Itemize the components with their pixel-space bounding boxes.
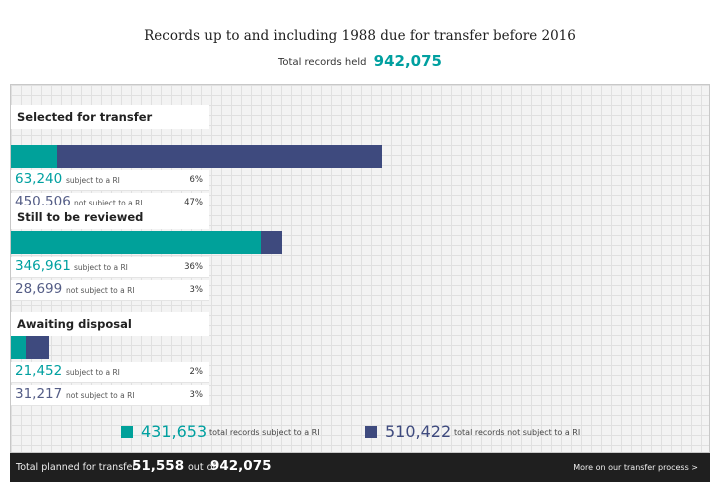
bar-segment-not-subject <box>26 336 49 359</box>
percent-subject: 6% <box>189 175 204 185</box>
row-not-subject: 28,699 not subject to a RI 3% <box>11 280 209 301</box>
percent-not-subject: 3% <box>189 390 204 400</box>
label-not-subject: not subject to a RI <box>66 286 135 295</box>
legend-subject-total: 431,653 <box>141 422 208 441</box>
section-title: Selected for transfer <box>11 105 209 129</box>
bar-segment-not-subject <box>56 145 382 168</box>
label-not-subject: not subject to a RI <box>66 391 135 400</box>
section-title: Still to be reviewed <box>11 205 209 229</box>
chart-panel: Selected for transfer 63,240 subject to … <box>10 84 710 453</box>
footer-bar: Total planned for transfer 51,558 out of… <box>10 453 710 482</box>
total-records-held: Total records held 942,075 <box>0 52 720 70</box>
legend-not-subject-label: total records not subject to a RI <box>454 428 581 437</box>
row-subject: 63,240 subject to a RI 6% <box>11 170 209 191</box>
value-not-subject: 31,217 <box>15 386 63 402</box>
label-not-subject: not subject to a RI <box>74 199 143 208</box>
chart-title: Records up to and including 1988 due for… <box>144 28 576 44</box>
bar-segment-subject <box>11 336 27 359</box>
row-subject: 21,452 subject to a RI 2% <box>11 362 209 383</box>
bar-segment-not-subject <box>261 231 283 254</box>
label-subject: subject to a RI <box>66 368 120 377</box>
footer-planned-label: Total planned for transfer <box>16 462 137 473</box>
bar-segment-subject <box>11 231 262 254</box>
footer-total-value: 942,075 <box>210 458 272 474</box>
bar-segment-subject <box>11 145 57 168</box>
percent-subject: 2% <box>189 367 204 377</box>
value-subject: 346,961 <box>15 258 71 274</box>
legend: 431,653 total records subject to a RI 51… <box>11 422 711 444</box>
label-subject: subject to a RI <box>66 176 120 185</box>
footer-planned-value: 51,558 <box>132 458 185 474</box>
transfer-process-link[interactable]: More on our transfer process > <box>573 463 698 472</box>
row-subject: 346,961 subject to a RI 36% <box>11 257 209 278</box>
legend-swatch-subject <box>121 426 133 438</box>
percent-not-subject: 3% <box>189 285 204 295</box>
total-records-label: Total records held <box>278 57 367 68</box>
legend-swatch-not-subject <box>365 426 377 438</box>
legend-subject-label: total records subject to a RI <box>209 428 320 437</box>
percent-not-subject: 47% <box>184 198 203 208</box>
value-not-subject: 28,699 <box>15 281 63 297</box>
value-subject: 63,240 <box>15 171 63 187</box>
total-records-value: 942,075 <box>373 52 442 70</box>
footer-out-of-label: out of <box>188 462 216 473</box>
percent-subject: 36% <box>184 262 203 272</box>
value-subject: 21,452 <box>15 363 63 379</box>
row-not-subject: 31,217 not subject to a RI 3% <box>11 385 209 406</box>
label-subject: subject to a RI <box>74 263 128 272</box>
legend-not-subject-total: 510,422 <box>385 422 452 441</box>
section-title: Awaiting disposal <box>11 312 209 336</box>
